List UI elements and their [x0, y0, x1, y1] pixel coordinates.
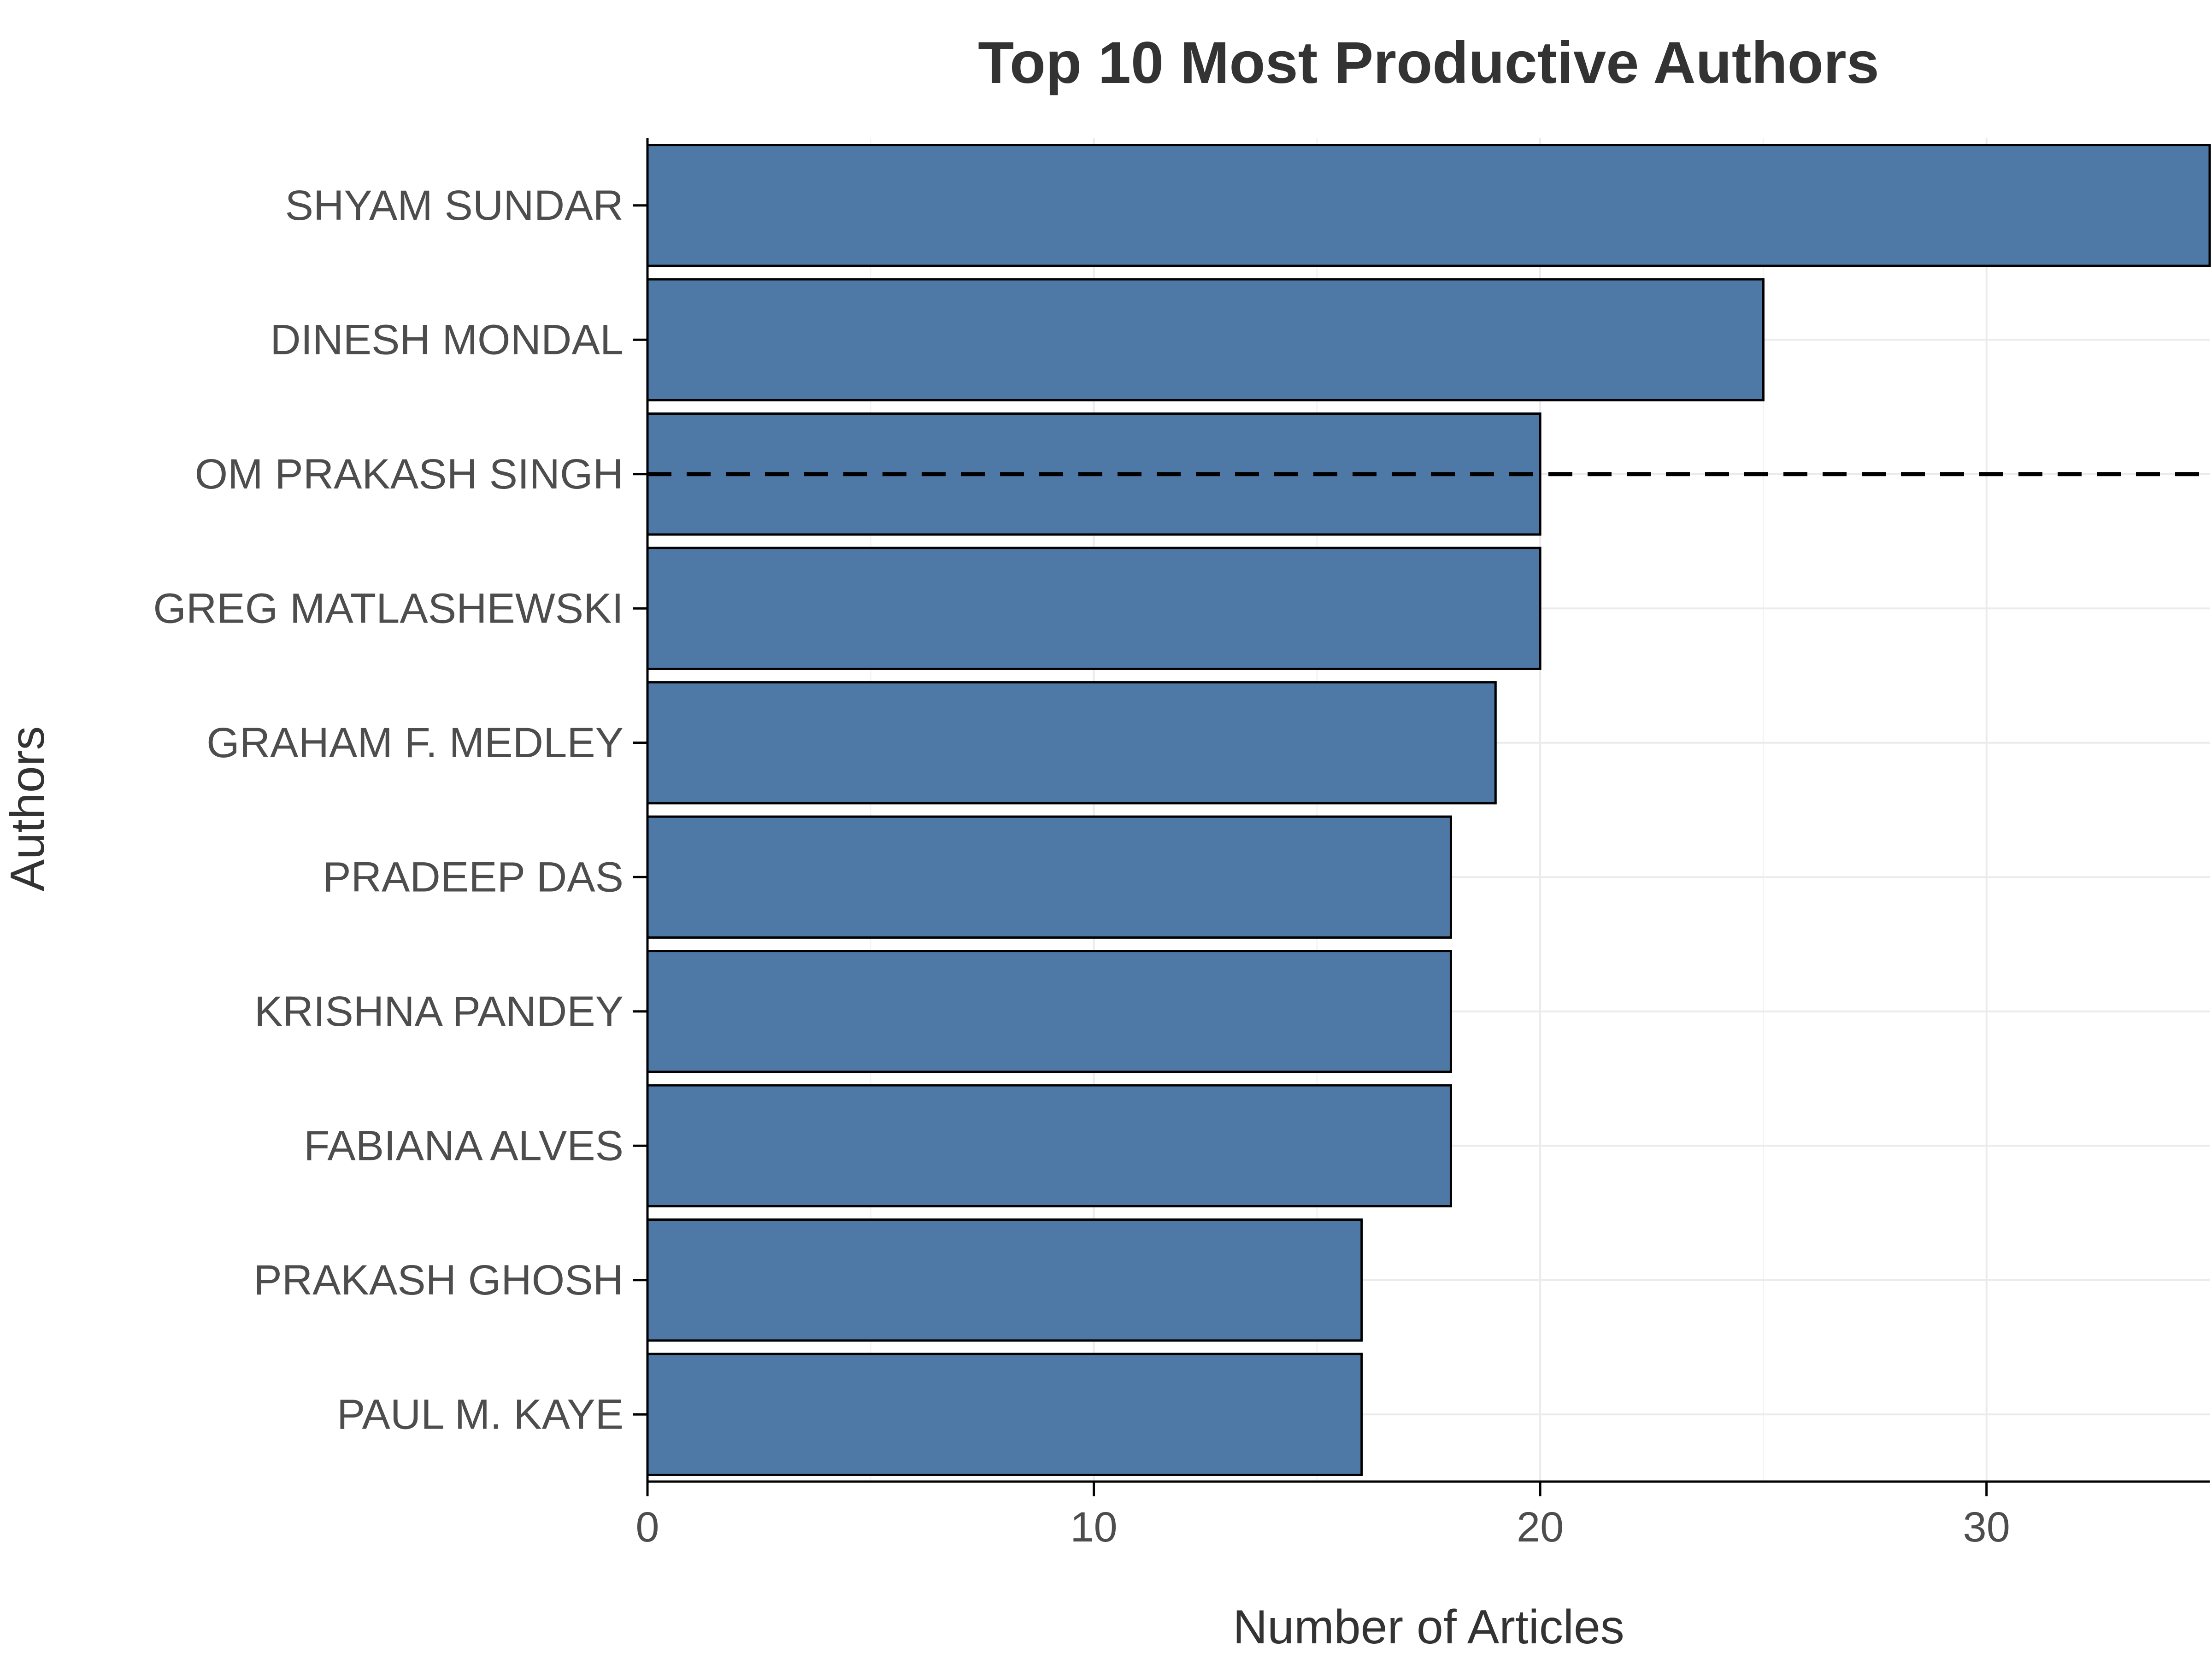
y-tick-label: DINESH MONDAL — [270, 316, 624, 363]
y-tick-label: KRISHNA PANDEY — [254, 988, 624, 1035]
y-tick-label: PAUL M. KAYE — [337, 1391, 624, 1438]
x-tick-label: 20 — [1517, 1504, 1564, 1551]
bar-greg-matlashewski — [646, 547, 1541, 670]
chart-title: Top 10 Most Productive Authors — [978, 30, 1879, 96]
bar-krishna-pandey — [646, 950, 1452, 1073]
x-axis-title: Number of Articles — [1233, 1600, 1624, 1654]
x-tick-label: 10 — [1070, 1504, 1117, 1551]
tick-labels: SHYAM SUNDAR DINESH MONDAL OM PRAKASH SING… — [153, 182, 2010, 1551]
bar-shyam-sundar — [646, 144, 2211, 267]
y-tick-label: PRADEEP DAS — [323, 853, 624, 900]
bar-graham-f-medley — [646, 681, 1497, 805]
y-tick-label: GRAHAM F. MEDLEY — [206, 719, 624, 766]
y-tick-label: OM PRAKASH SINGH — [195, 451, 624, 498]
x-tick-label: 30 — [1963, 1504, 2010, 1551]
bar-pradeep-das — [646, 815, 1452, 939]
y-tick-label: PRAKASH GHOSH — [253, 1257, 624, 1304]
y-axis-title: Authors — [1, 726, 54, 891]
axes — [633, 138, 2210, 1496]
y-tick-label: SHYAM SUNDAR — [285, 182, 624, 229]
bar-paul-m-kaye — [646, 1353, 1363, 1476]
bar-prakash-ghosh — [646, 1218, 1363, 1342]
y-tick-label: GREG MATLASHEWSKI — [153, 585, 624, 632]
bars — [646, 144, 2211, 1476]
bar-dinesh-mondal — [646, 278, 1765, 401]
y-tick-label: FABIANA ALVES — [304, 1122, 624, 1169]
x-tick-label: 0 — [635, 1504, 659, 1551]
bar-fabiana-alves — [646, 1084, 1452, 1207]
